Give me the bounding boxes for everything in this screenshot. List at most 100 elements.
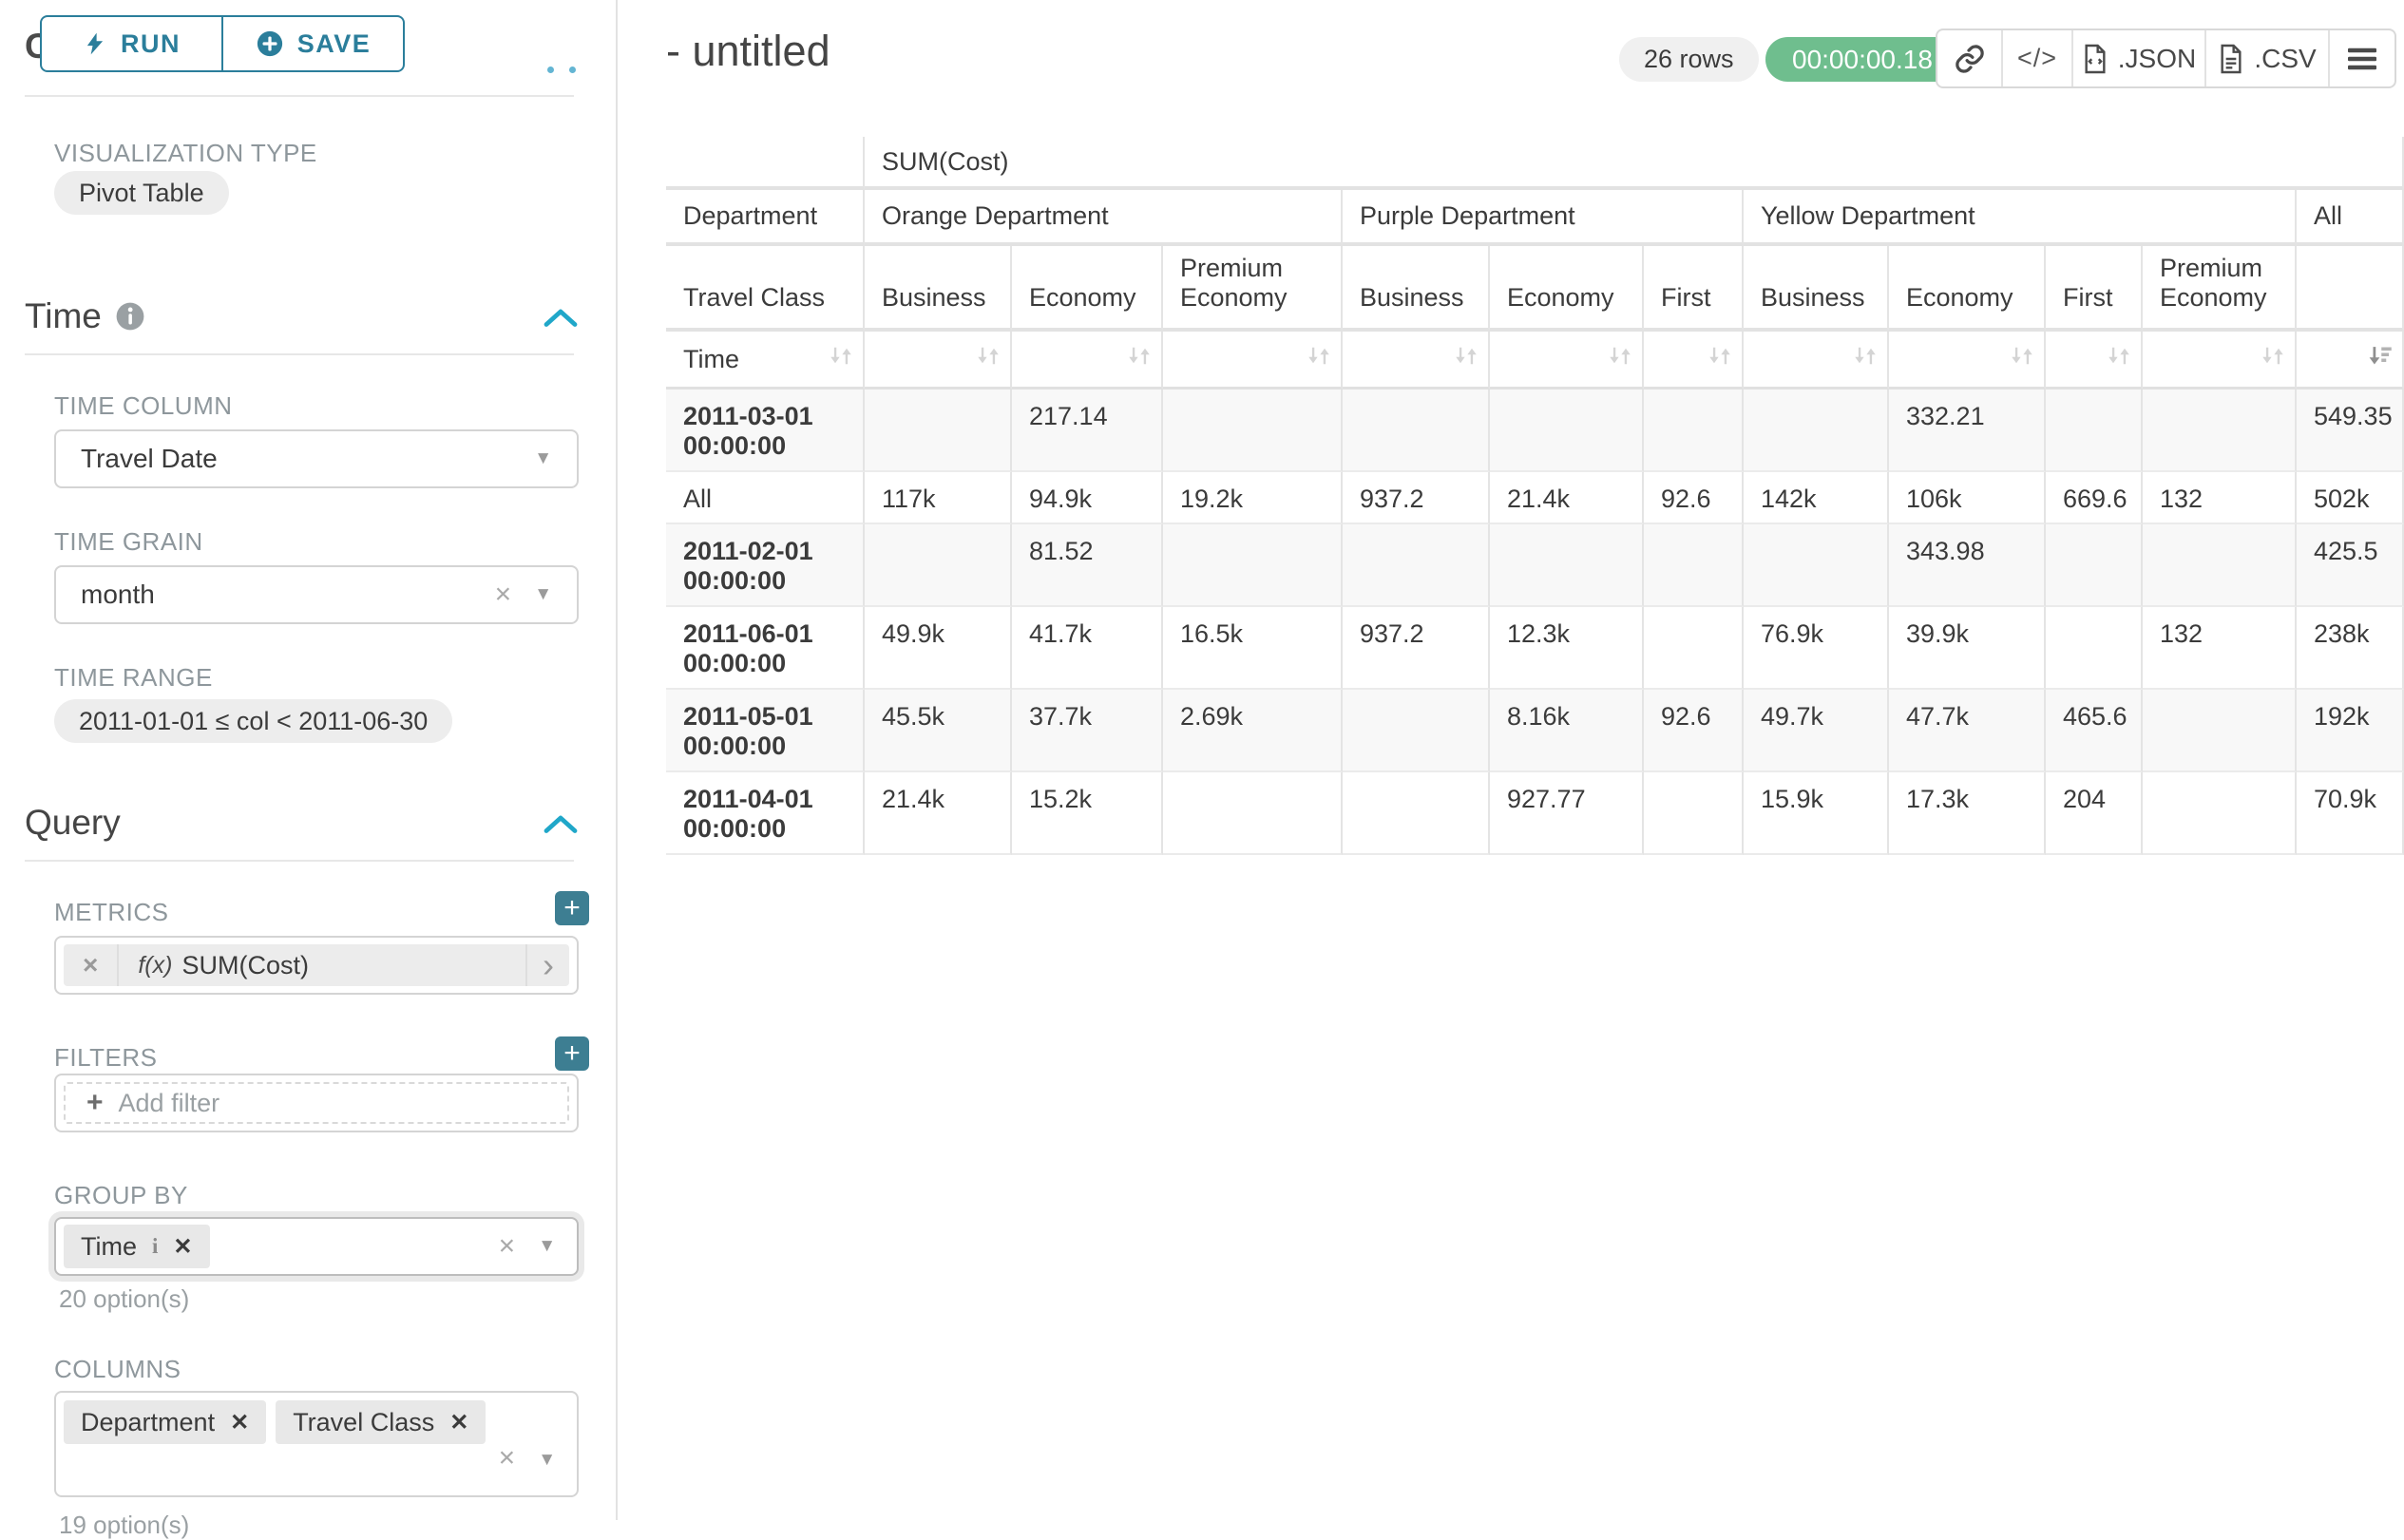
add-filter-dropzone[interactable]: + Add filter bbox=[64, 1082, 569, 1124]
pivot-value-cell: 16.5k bbox=[1163, 607, 1343, 690]
remove-metric-icon[interactable]: × bbox=[64, 944, 119, 986]
pivot-value-cell: 465.6 bbox=[2046, 690, 2143, 772]
pivot-value-cell bbox=[1163, 524, 1343, 607]
pivot-data-row: All117k94.9k19.2k937.221.4k92.6142k106k6… bbox=[666, 472, 2404, 524]
sort-icon[interactable] bbox=[1851, 342, 1879, 377]
row-label-cell: All bbox=[666, 472, 865, 524]
time-grain-select[interactable]: month × ▼ bbox=[54, 565, 579, 624]
pivot-value-cell bbox=[1644, 390, 1744, 472]
sort-icon[interactable] bbox=[1606, 342, 1634, 377]
info-icon: i bbox=[152, 1234, 158, 1259]
sort-icon[interactable] bbox=[1125, 342, 1154, 377]
collapse-query-section[interactable] bbox=[544, 812, 578, 840]
time-column-select[interactable]: Travel Date ▼ bbox=[54, 429, 579, 488]
sort-icon[interactable] bbox=[1305, 342, 1333, 377]
remove-tag-icon[interactable]: ✕ bbox=[449, 1409, 468, 1436]
result-actions-group: </> .JSON .CSV bbox=[1936, 29, 2396, 88]
chevron-down-icon[interactable]: ▼ bbox=[534, 448, 552, 469]
sort-header-cell bbox=[1343, 332, 1490, 390]
travel-class-header-cell: Economy bbox=[1889, 246, 2046, 332]
save-button[interactable]: SAVE bbox=[222, 15, 405, 72]
export-json-button[interactable]: .JSON bbox=[2073, 30, 2206, 86]
add-filter-button[interactable]: + bbox=[555, 1036, 589, 1071]
panel-resize-handle[interactable] bbox=[547, 67, 576, 73]
chevron-down-icon[interactable]: ▼ bbox=[538, 1236, 556, 1257]
row-label-cell: 2011-03-01 00:00:00 bbox=[666, 390, 865, 472]
filters-label: FILTERS bbox=[54, 1043, 157, 1073]
file-icon bbox=[2082, 44, 2108, 74]
pivot-value-cell: 45.5k bbox=[865, 690, 1012, 772]
pivot-value-cell: 17.3k bbox=[1889, 772, 2046, 855]
columns-select[interactable]: Department ✕ Travel Class ✕ × ▼ bbox=[54, 1391, 579, 1497]
add-metric-button[interactable]: + bbox=[555, 891, 589, 925]
sort-icon[interactable] bbox=[2105, 342, 2133, 377]
clear-icon[interactable]: × bbox=[495, 579, 512, 611]
pivot-value-cell: 217.14 bbox=[1012, 390, 1163, 472]
time-column-label: TIME COLUMN bbox=[54, 391, 233, 421]
travel-class-header-cell: Premium Economy bbox=[2143, 246, 2297, 332]
menu-icon bbox=[2348, 47, 2376, 71]
sort-icon[interactable] bbox=[1452, 342, 1480, 377]
group-by-select[interactable]: Time i ✕ × ▼ bbox=[54, 1217, 579, 1276]
copy-link-button[interactable] bbox=[1937, 30, 2003, 86]
function-icon: f(x) bbox=[138, 952, 172, 979]
pivot-value-cell: 132 bbox=[2143, 607, 2297, 690]
row-label-cell: 2011-06-01 00:00:00 bbox=[666, 607, 865, 690]
metric-chip-label: SUM(Cost) bbox=[181, 951, 309, 980]
run-button[interactable]: RUN bbox=[40, 15, 222, 72]
pivot-value-cell: 132 bbox=[2143, 472, 2297, 524]
department-header-cell: Purple Department bbox=[1343, 190, 1744, 246]
sort-icon[interactable] bbox=[2259, 342, 2287, 377]
group-by-tag[interactable]: Time i ✕ bbox=[64, 1225, 210, 1268]
pivot-value-cell: 425.5 bbox=[2297, 524, 2404, 607]
export-csv-button[interactable]: .CSV bbox=[2206, 30, 2330, 86]
sort-icon[interactable] bbox=[827, 342, 855, 377]
run-save-button-group: RUN SAVE bbox=[40, 15, 405, 72]
pivot-value-cell bbox=[2046, 390, 2143, 472]
clear-icon[interactable]: × bbox=[499, 1442, 516, 1474]
sort-icon[interactable] bbox=[1706, 342, 1734, 377]
sort-icon[interactable] bbox=[2008, 342, 2036, 377]
pivot-value-cell: 76.9k bbox=[1744, 607, 1889, 690]
clear-icon[interactable]: × bbox=[499, 1230, 516, 1263]
group-by-options-hint: 20 option(s) bbox=[59, 1284, 189, 1314]
sort-header-row: Time bbox=[666, 332, 2404, 390]
visualization-type-pill[interactable]: Pivot Table bbox=[54, 171, 229, 215]
view-query-button[interactable]: </> bbox=[2003, 30, 2073, 86]
remove-tag-icon[interactable]: ✕ bbox=[173, 1233, 192, 1261]
columns-tag[interactable]: Travel Class ✕ bbox=[276, 1400, 486, 1444]
department-header-row: DepartmentOrange DepartmentPurple Depart… bbox=[666, 190, 2404, 246]
sort-header-cell bbox=[1163, 332, 1343, 390]
time-column-value: Travel Date bbox=[81, 444, 218, 474]
columns-tag[interactable]: Department ✕ bbox=[64, 1400, 266, 1444]
collapse-time-section[interactable] bbox=[544, 306, 578, 333]
pivot-value-cell: 2.69k bbox=[1163, 690, 1343, 772]
time-range-pill[interactable]: 2011-01-01 ≤ col < 2011-06-30 bbox=[54, 699, 452, 743]
row-count-badge: 26 rows bbox=[1619, 37, 1759, 82]
chevron-down-icon[interactable]: ▼ bbox=[538, 1450, 556, 1471]
chart-title[interactable]: - untitled bbox=[666, 27, 830, 76]
pivot-value-cell: 142k bbox=[1744, 472, 1889, 524]
query-section-title: Query bbox=[25, 803, 121, 843]
remove-tag-icon[interactable]: ✕ bbox=[230, 1409, 249, 1436]
pivot-value-cell bbox=[2046, 607, 2143, 690]
pivot-value-cell: 8.16k bbox=[1490, 690, 1644, 772]
travel-class-header-cell: First bbox=[2046, 246, 2143, 332]
pivot-value-cell bbox=[1490, 524, 1644, 607]
sort-header-cell bbox=[1012, 332, 1163, 390]
sort-icon[interactable] bbox=[974, 342, 1002, 377]
divider bbox=[25, 95, 574, 97]
sort-header-cell bbox=[1889, 332, 2046, 390]
sort-desc-icon[interactable] bbox=[2366, 342, 2394, 377]
pivot-value-cell: 21.4k bbox=[1490, 472, 1644, 524]
divider bbox=[25, 860, 574, 862]
info-icon bbox=[115, 301, 145, 332]
expand-metric-icon[interactable]: › bbox=[525, 944, 569, 986]
pivot-data-row: 2011-06-01 00:00:0049.9k41.7k16.5k937.21… bbox=[666, 607, 2404, 690]
pivot-value-cell: 502k bbox=[2297, 472, 2404, 524]
metric-chip[interactable]: × f(x) SUM(Cost) › bbox=[64, 944, 569, 986]
more-actions-button[interactable] bbox=[2330, 30, 2394, 86]
pivot-value-cell bbox=[1163, 390, 1343, 472]
travel-class-header-row: Travel ClassBusinessEconomyPremium Econo… bbox=[666, 246, 2404, 332]
chevron-down-icon[interactable]: ▼ bbox=[534, 584, 552, 605]
